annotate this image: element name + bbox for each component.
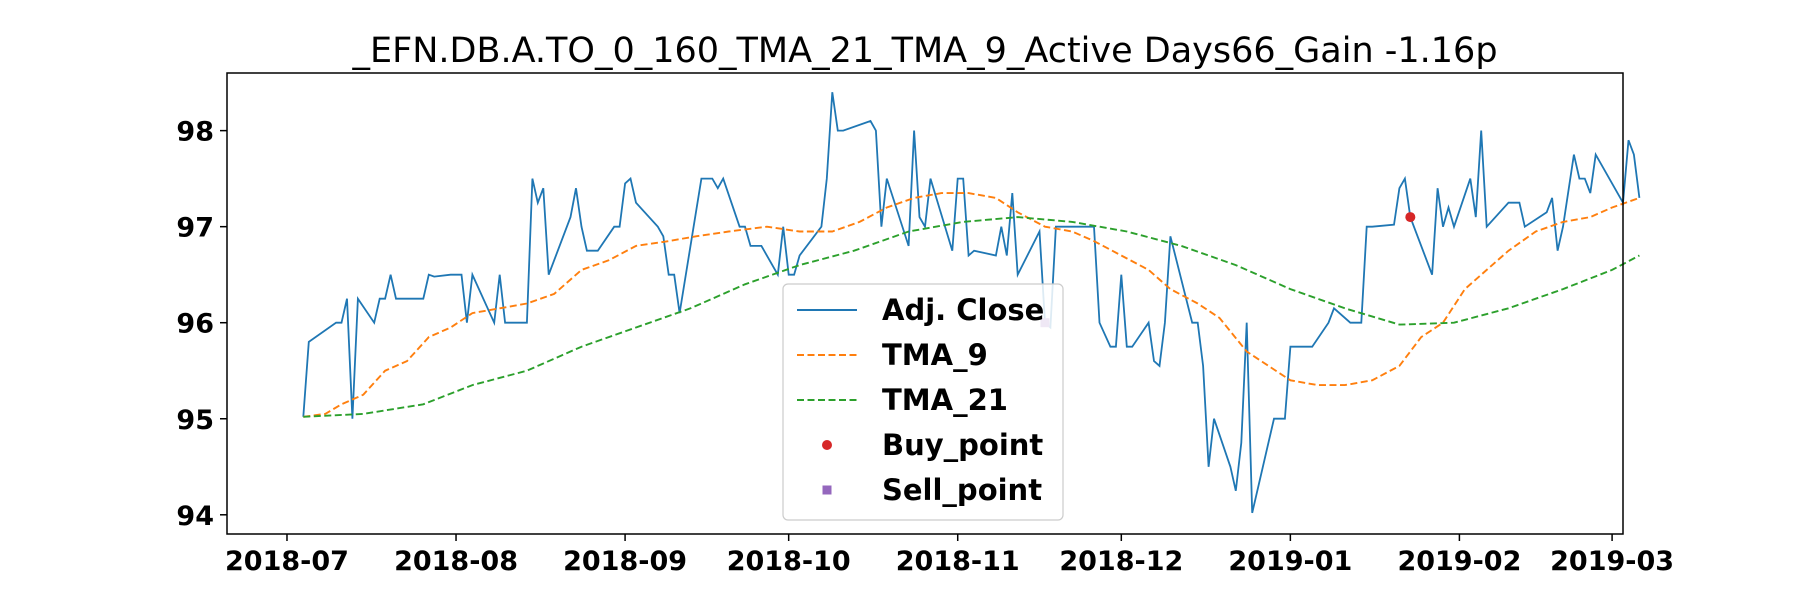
y-tick-label: 96	[176, 309, 214, 340]
legend-label-adj-close: Adj. Close	[882, 293, 1044, 327]
chart-title: _EFN.DB.A.TO_0_160_TMA_21_TMA_9_Active D…	[351, 31, 1497, 71]
y-tick-label: 97	[176, 213, 214, 244]
buy-point-marker	[1405, 212, 1416, 223]
series-line-tma-21	[303, 216, 1640, 418]
legend-label-tma-21: TMA_21	[882, 383, 1008, 417]
y-tick-label: 95	[176, 405, 214, 436]
y-tick-label: 98	[176, 117, 214, 148]
axes: 2018-07 2018-08 2018-09 2018-10 2018-11 2018-…	[176, 117, 1674, 577]
legend: Adj. Close TMA_9 TMA_21 Buy_point Sell_point	[782, 283, 1064, 521]
x-tick-label: 2018-09	[563, 546, 687, 577]
plot-frame	[226, 72, 1624, 535]
x-tick-label: 2019-01	[1228, 546, 1352, 577]
x-tick-label: 2018-07	[225, 546, 349, 577]
legend-swatch-sell-point	[822, 485, 832, 495]
x-tick-label: 2018-08	[394, 546, 518, 577]
legend-label-sell-point: Sell_point	[882, 473, 1042, 507]
plot-area	[302, 92, 1641, 514]
legend-label-buy-point: Buy_point	[882, 428, 1043, 462]
x-tick-label: 2018-11	[896, 546, 1020, 577]
x-tick-label: 2019-03	[1550, 546, 1674, 577]
x-tick-label: 2019-02	[1397, 546, 1521, 577]
legend-swatch-buy-point	[822, 440, 832, 450]
legend-box	[782, 283, 1064, 521]
x-tick-label: 2018-10	[727, 546, 851, 577]
series-line-tma-9	[303, 192, 1640, 418]
x-tick-label: 2018-12	[1059, 546, 1183, 577]
legend-label-tma-9: TMA_9	[882, 338, 988, 372]
series-line-adj-close	[302, 92, 1641, 514]
y-tick-label: 94	[176, 501, 214, 532]
